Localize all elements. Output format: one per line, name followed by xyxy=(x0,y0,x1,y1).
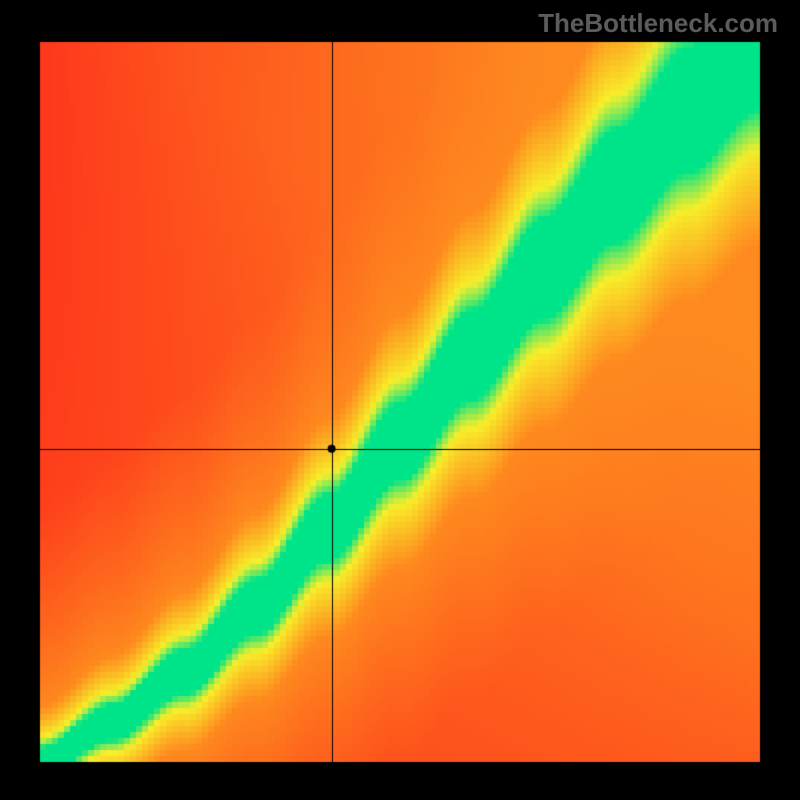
watermark-text: TheBottleneck.com xyxy=(538,8,778,39)
bottleneck-heatmap xyxy=(0,0,800,800)
